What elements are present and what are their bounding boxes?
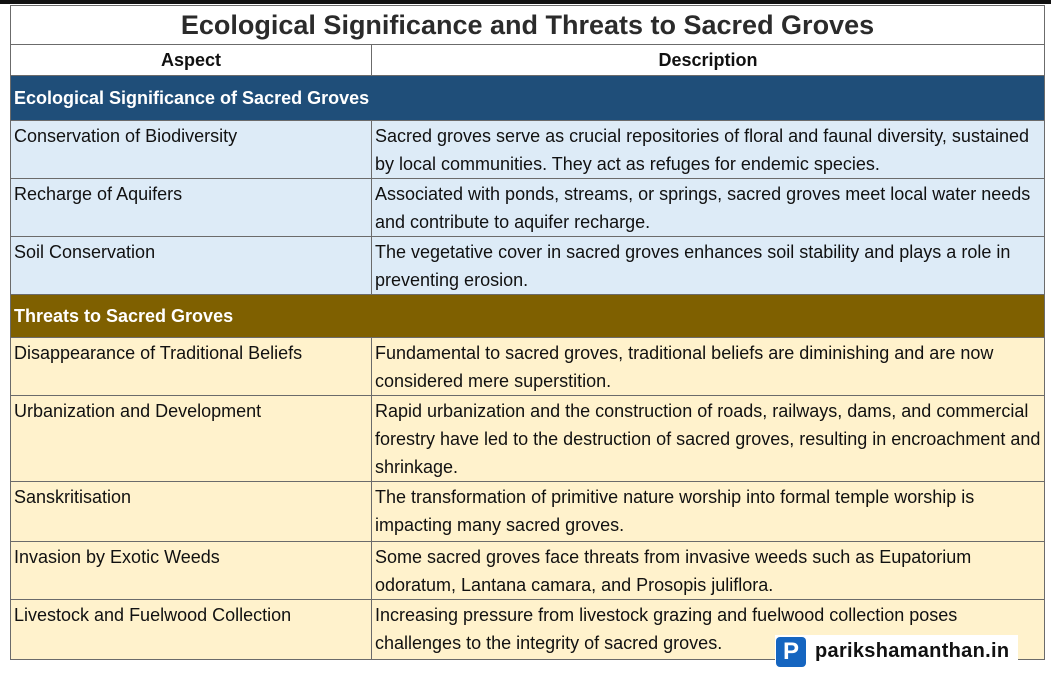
table-row: Invasion by Exotic Weeds Some sacred gro… [10,541,1046,600]
aspect-cell: Disappearance of Traditional Beliefs [10,337,372,396]
logo-text: parikshamanthan.in [815,640,1010,662]
watermark-logo: P parikshamanthan.in [775,635,1018,668]
description-cell: Rapid urbanization and the construction … [370,395,1046,482]
aspect-cell: Invasion by Exotic Weeds [10,541,372,600]
aspect-cell: Urbanization and Development [10,395,372,482]
table-row: Urbanization and Development Rapid urban… [10,395,1046,482]
table-title: Ecological Significance and Threats to S… [9,5,1046,45]
description-cell: Increasing pressure from livestock grazi… [370,599,1046,660]
table-row: Sanskritisation The transformation of pr… [10,481,1046,542]
aspect-cell: Sanskritisation [10,481,372,542]
aspect-cell: Livestock and Fuelwood Collection [10,599,372,660]
table-row: Livestock and Fuelwood Collection Increa… [10,599,1046,660]
table-row: Disappearance of Traditional Beliefs Fun… [10,337,1046,396]
description-cell: Sacred groves serve as crucial repositor… [370,120,1046,179]
description-cell: Some sacred groves face threats from inv… [370,541,1046,600]
description-cell: Associated with ponds, streams, or sprin… [370,178,1046,237]
section-header-row: Ecological Significance of Sacred Groves [9,75,1046,121]
description-cell: The vegetative cover in sacred groves en… [370,236,1046,295]
column-header-description: Description [370,44,1046,76]
aspect-cell: Recharge of Aquifers [10,178,372,237]
sacred-groves-table: Ecological Significance and Threats to S… [9,5,1046,660]
description-cell: Fundamental to sacred groves, traditiona… [370,337,1046,396]
description-cell: The transformation of primitive nature w… [370,481,1046,542]
p-logo-icon: P [776,636,806,667]
column-header-aspect: Aspect [10,44,372,76]
aspect-cell: Conservation of Biodiversity [10,120,372,179]
section-heading-threats: Threats to Sacred Groves [9,294,1046,338]
table-row: Recharge of Aquifers Associated with pon… [10,178,1046,237]
table-row: Soil Conservation The vegetative cover i… [10,236,1046,295]
top-border [0,0,1051,4]
aspect-cell: Soil Conservation [10,236,372,295]
section-header-row: Threats to Sacred Groves [9,294,1046,338]
table-row: Conservation of Biodiversity Sacred grov… [10,120,1046,179]
section-heading-ecological: Ecological Significance of Sacred Groves [9,75,1046,121]
